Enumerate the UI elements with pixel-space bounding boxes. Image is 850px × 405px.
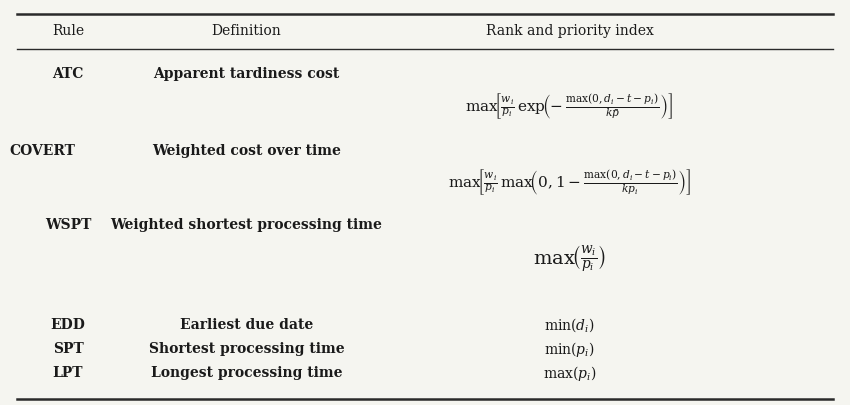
Text: COVERT: COVERT bbox=[9, 144, 76, 158]
Text: WSPT: WSPT bbox=[45, 218, 91, 232]
Text: $\mathrm{max}\!\left[\frac{w_i}{p_i}\,\mathrm{max}\!\left(0,1-\frac{\mathrm{max}: $\mathrm{max}\!\left[\frac{w_i}{p_i}\,\m… bbox=[448, 167, 691, 197]
Text: SPT: SPT bbox=[53, 342, 83, 356]
Text: Weighted cost over time: Weighted cost over time bbox=[152, 144, 341, 158]
Text: Shortest processing time: Shortest processing time bbox=[149, 342, 344, 356]
Text: LPT: LPT bbox=[53, 367, 83, 380]
Text: Weighted shortest processing time: Weighted shortest processing time bbox=[110, 218, 382, 232]
Text: $\mathrm{max}\!\left[\frac{w_i}{p_i}\,\mathrm{exp}\!\left(-\,\frac{\mathrm{max}(: $\mathrm{max}\!\left[\frac{w_i}{p_i}\,\m… bbox=[466, 91, 673, 121]
Text: Apparent tardiness cost: Apparent tardiness cost bbox=[153, 67, 340, 81]
Text: Rank and priority index: Rank and priority index bbox=[485, 24, 654, 38]
Text: Rule: Rule bbox=[52, 24, 84, 38]
Text: Earliest due date: Earliest due date bbox=[180, 318, 313, 332]
Text: $\mathrm{max}\!\left(\frac{w_i}{p_i}\right)$: $\mathrm{max}\!\left(\frac{w_i}{p_i}\rig… bbox=[533, 243, 606, 275]
Text: Longest processing time: Longest processing time bbox=[150, 367, 343, 380]
Text: ATC: ATC bbox=[53, 67, 83, 81]
Text: $\mathrm{min}(d_i)$: $\mathrm{min}(d_i)$ bbox=[544, 316, 595, 334]
Text: $\mathrm{max}(p_i)$: $\mathrm{max}(p_i)$ bbox=[543, 364, 596, 383]
Text: Definition: Definition bbox=[212, 24, 281, 38]
Text: EDD: EDD bbox=[50, 318, 86, 332]
Text: $\mathrm{min}(p_i)$: $\mathrm{min}(p_i)$ bbox=[544, 340, 595, 358]
